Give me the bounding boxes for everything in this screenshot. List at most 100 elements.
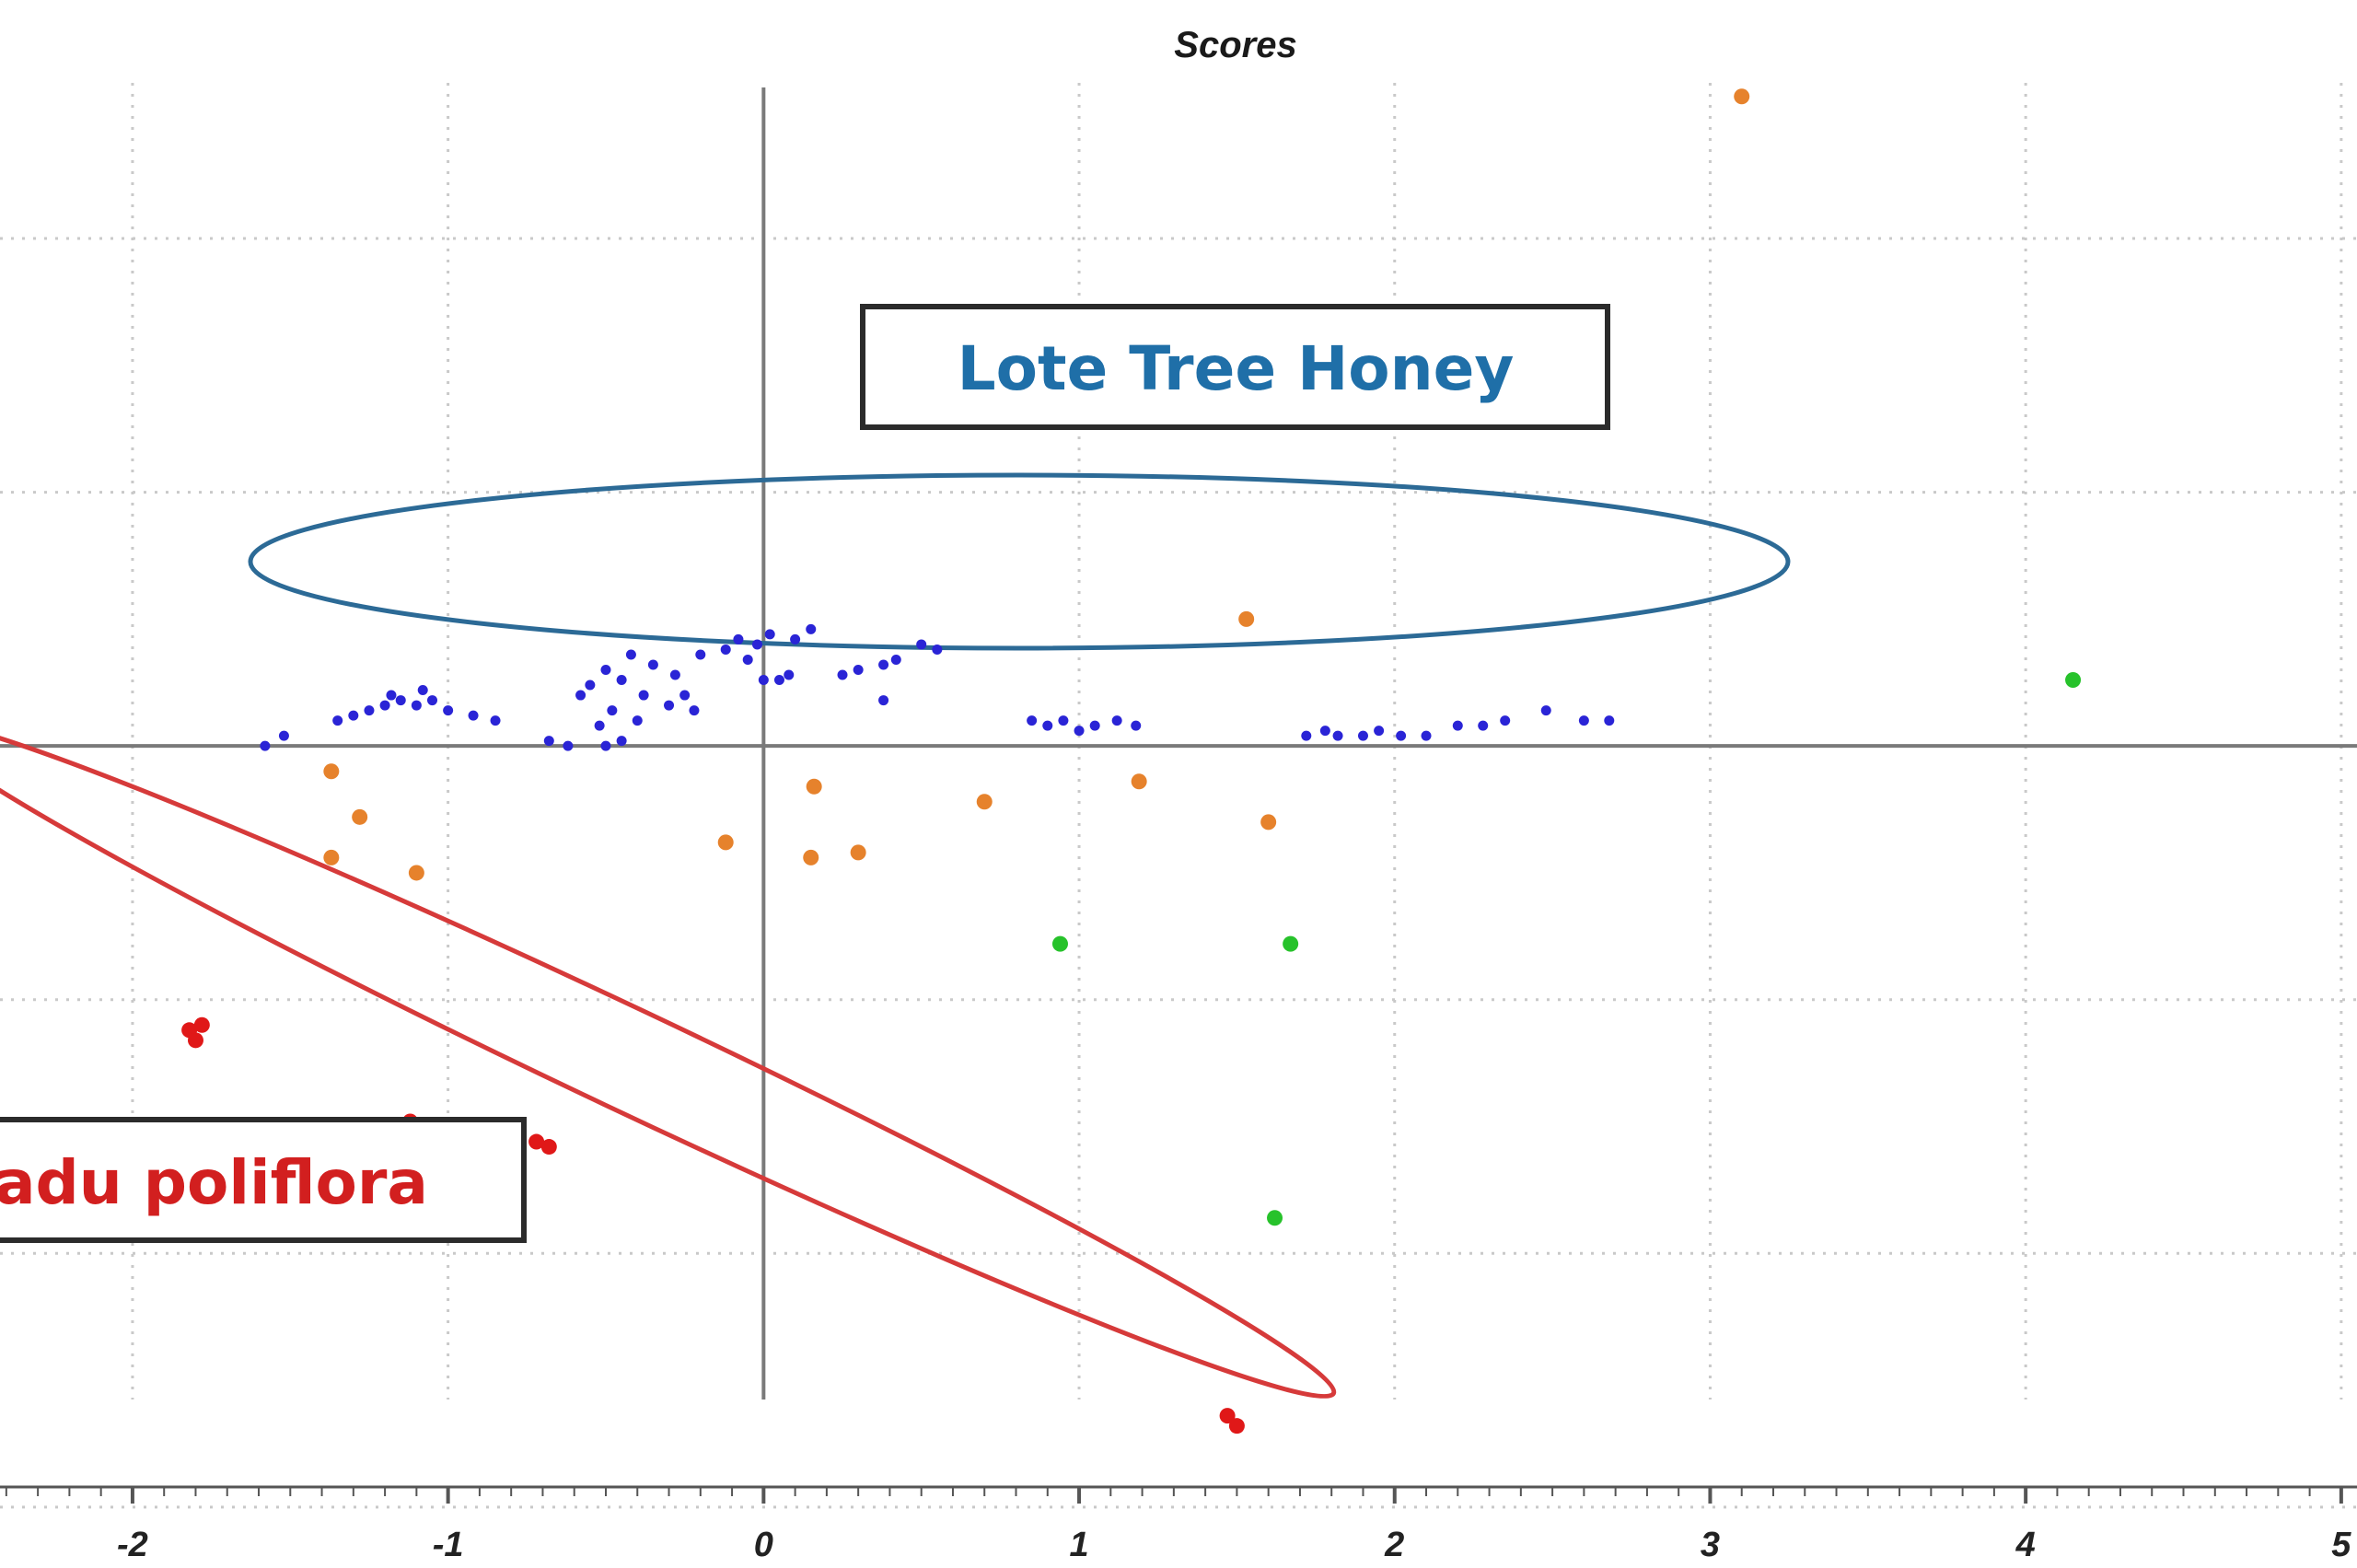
point-blue [364,705,375,716]
point-green [1051,935,1068,952]
point-blue [1540,705,1551,716]
x-tick-label: -1 [433,1526,464,1564]
point-blue [395,695,406,706]
point-blue [790,633,801,645]
point-blue [348,710,359,721]
point-blue [543,736,554,747]
point-orange [806,778,822,795]
point-blue [585,679,596,691]
point-blue [600,740,611,751]
point-blue [1421,730,1432,741]
point-blue [1578,715,1589,726]
point-blue [379,700,390,711]
point-blue [260,740,271,751]
point-blue [733,633,744,645]
data-points [181,88,2082,1434]
point-orange [803,849,819,865]
point-blue [1131,720,1142,731]
point-blue [1027,715,1038,726]
point-blue [1332,730,1343,741]
point-blue [853,664,864,675]
point-blue [764,629,775,640]
x-tick-label: 1 [1069,1526,1088,1564]
point-blue [669,669,680,680]
point-blue [695,649,706,660]
x-tick-label: 3 [1701,1526,1720,1564]
point-red [1219,1408,1236,1424]
point-green [1283,935,1299,952]
point-blue [773,675,784,686]
point-red [528,1133,545,1150]
point-blue [689,705,700,716]
point-blue [632,715,643,726]
point-blue [386,690,397,701]
point-blue [720,644,731,655]
point-blue [916,639,927,650]
point-blue [616,675,627,686]
point-blue [594,720,605,731]
point-blue [1089,720,1100,731]
point-blue [332,715,343,726]
point-blue [443,705,454,716]
point-orange [323,849,340,865]
point-blue [1111,715,1122,726]
point-red [187,1032,203,1049]
point-orange [1238,610,1255,627]
point-blue [638,690,649,701]
point-blue [758,675,769,686]
point-blue [1058,715,1069,726]
point-orange [1131,773,1147,790]
point-blue [878,659,889,670]
lote-tree-honey-label: Lote Tree Honey [958,333,1515,404]
point-blue [1074,726,1085,737]
point-green [2065,672,2082,689]
lote-tree-honey-box: Lote Tree Honey [860,304,1610,430]
point-blue [1478,720,1489,731]
x-tick-label: 2 [1384,1526,1404,1564]
x-axis-ticks: -2 -1 0 1 2 3 4 5 [0,1485,2357,1564]
chart-title: Scores [1174,25,1296,65]
x-tick-label: -2 [117,1526,148,1564]
point-blue [490,715,501,726]
point-orange [1260,814,1277,830]
point-orange [1734,88,1750,105]
point-blue [806,623,817,634]
point-blue [278,730,289,741]
point-blue [411,700,422,711]
madu-poliflora-label: adu poliflora [0,1147,428,1218]
point-blue [625,649,636,660]
point-blue [784,669,795,680]
lote-tree-honey-ellipse [248,472,1791,651]
point-blue [575,690,586,701]
point-blue [751,639,762,650]
point-blue [1396,730,1407,741]
point-blue [563,740,574,751]
point-blue [1604,715,1615,726]
x-tick-label: 0 [754,1526,773,1564]
point-orange [850,844,866,861]
point-blue [427,695,438,706]
point-blue [679,690,691,701]
point-blue [837,669,848,680]
x-tick-label: 5 [2331,1526,2351,1564]
point-blue [417,685,428,696]
point-blue [932,644,943,655]
point-orange [323,763,340,780]
point-orange [976,794,993,810]
grid-lines [0,83,2357,1509]
point-orange [717,834,734,851]
point-blue [1301,730,1312,741]
point-blue [1452,720,1463,731]
group-ellipses [0,472,1791,1400]
point-red [193,1016,210,1033]
point-blue [664,700,675,711]
madu-poliflora-ellipse [0,718,1337,1400]
point-orange [352,808,368,825]
point-blue [468,710,479,721]
point-blue [607,705,618,716]
point-blue [1357,730,1368,741]
point-blue [890,654,901,665]
point-blue [1042,720,1053,731]
point-green [1267,1210,1283,1226]
